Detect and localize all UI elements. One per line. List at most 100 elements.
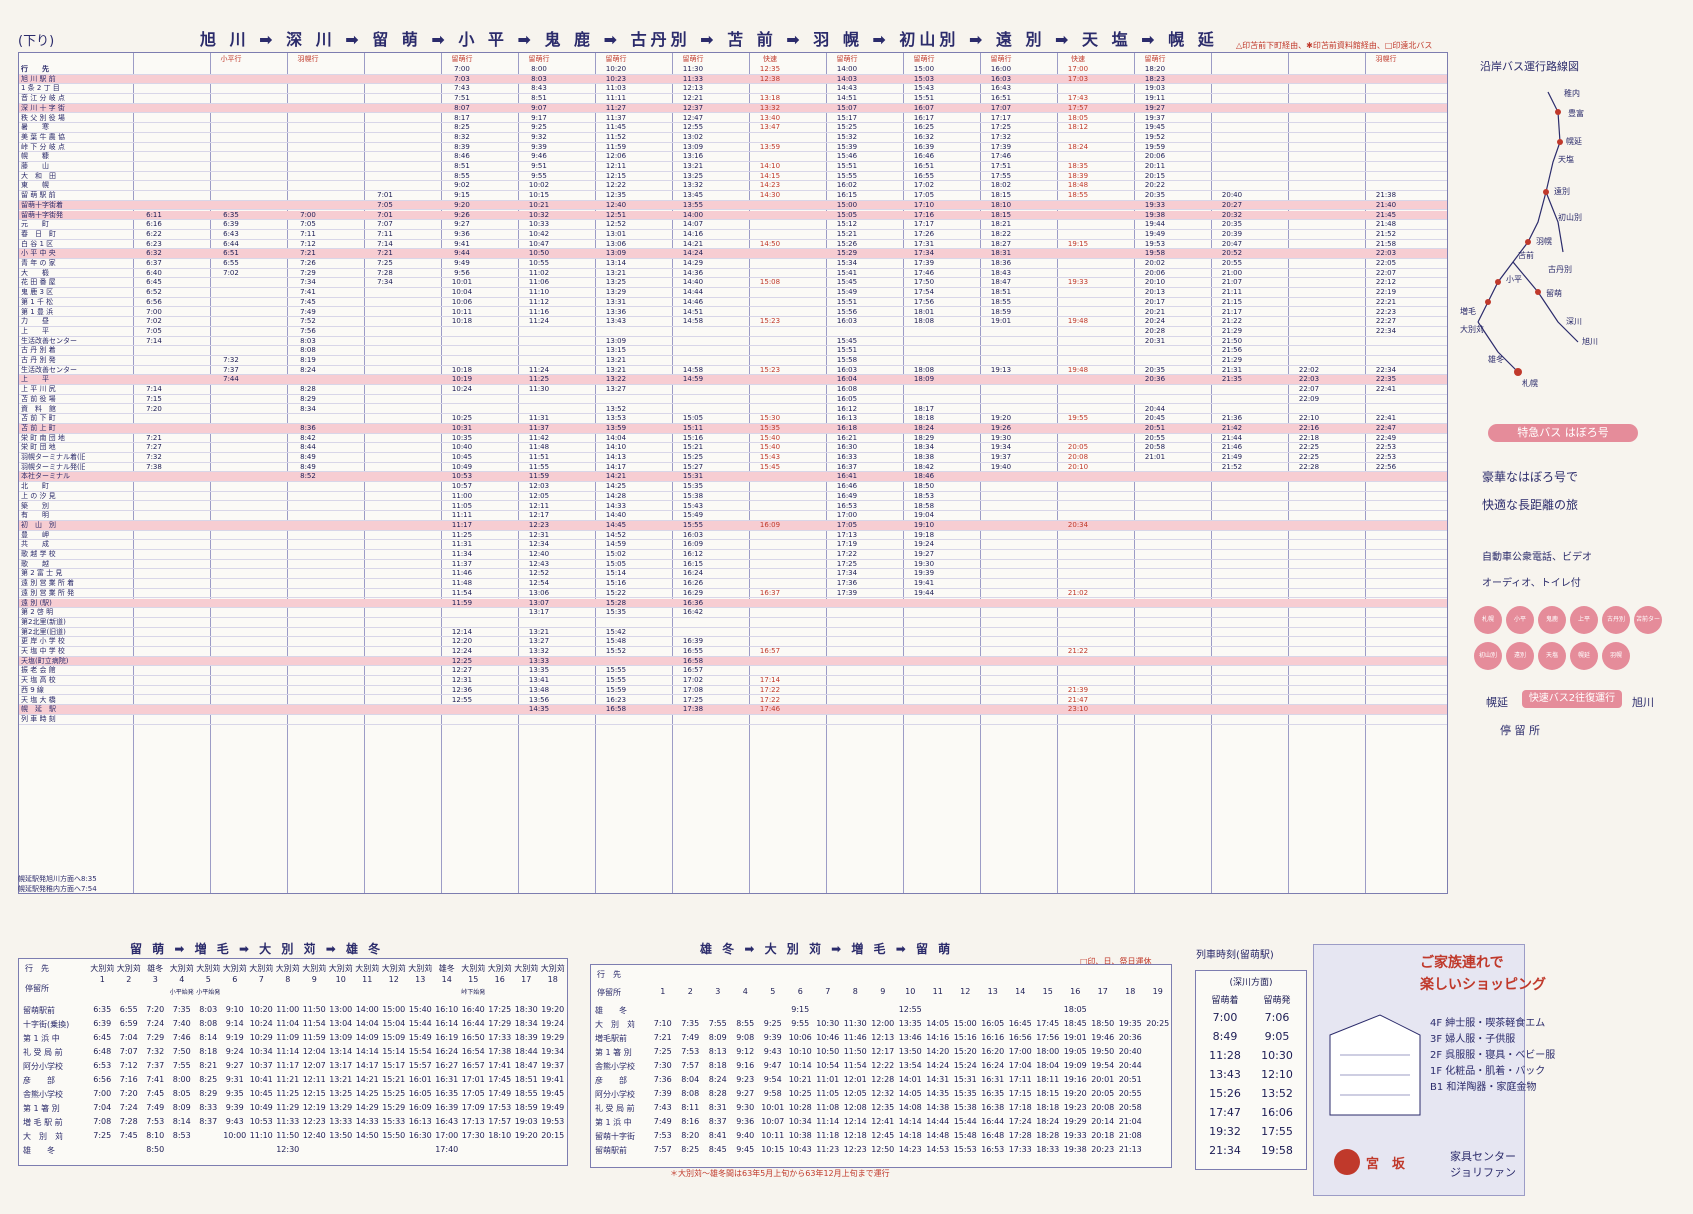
time-cell: 15:14 (605, 569, 627, 578)
bl-time-cell: 9:43 (225, 1117, 244, 1126)
time-cell: 19:38 (1144, 210, 1166, 219)
time-cell: 15:31 (682, 472, 704, 481)
time-cell: 18:53 (913, 491, 935, 500)
time-cell: 9:26 (454, 210, 470, 219)
stop-name: 遠 別 (駅) (21, 598, 52, 607)
time-cell: 20:06 (1144, 152, 1166, 161)
time-cell: 22:34 (1375, 365, 1397, 374)
bm-time-cell: 7:39 (653, 1089, 672, 1098)
time-cell: 16:30 (836, 443, 858, 452)
bl-time-cell: 17:49 (488, 1089, 512, 1098)
bl-time-cell: 13:00 (329, 1005, 353, 1014)
rapid-right: 旭川 (1632, 696, 1654, 709)
bm-time-cell: 18:24 (1036, 1117, 1060, 1126)
bl-time-cell: 7:24 (146, 1019, 165, 1028)
time-cell: 19:48 (1067, 317, 1089, 326)
stop-name: 羽幌ターミナル発(旧駅) (21, 462, 85, 471)
time-cell: 18:01 (913, 307, 935, 316)
bm-time-cell: 20:14 (1091, 1117, 1115, 1126)
time-cell: 18:55 (1067, 191, 1089, 200)
bottom-left-title: 留 萌 ➡ 増 毛 ➡ 大 別 苅 ➡ 雄 冬 (130, 942, 384, 956)
bl-time-cell: 6:48 (93, 1047, 112, 1056)
bl-time-cell: 17:33 (488, 1033, 512, 1042)
bm-stop: 第 1 浜 中 (595, 1118, 632, 1127)
table-row: 古 丹 別 発 7:32 8:19 13:21 15:58 21:29 (19, 356, 1447, 366)
time-cell: 10:40 (451, 443, 473, 452)
time-cell: 18:58 (913, 501, 935, 510)
time-cell: 6:55 (223, 259, 239, 267)
bl-time-cell: 14:25 (355, 1089, 379, 1098)
time-cell: 14:00 (682, 210, 704, 219)
time-cell: 19:10 (913, 520, 935, 529)
bl-time-cell: 8:33 (199, 1103, 218, 1112)
bl-header-nums: 17 (521, 975, 532, 984)
bm-time-cell: 20:40 (1118, 1047, 1142, 1056)
bl-time-cell: 16:01 (408, 1075, 432, 1084)
table-row: 大 和 田 8:55 9:55 12:15 13:25 14:15 15:55 16:55 17… (19, 172, 1447, 182)
bl-time-cell: 8:00 (172, 1075, 191, 1084)
column-dest: 小平行 (220, 55, 242, 63)
bl-time-cell: 12:30 (276, 1145, 300, 1154)
time-cell: 19:52 (1144, 132, 1166, 141)
bl-time-cell: 11:50 (276, 1131, 300, 1140)
bm-stop: 阿分小学校 (595, 1090, 635, 1099)
table-row: 有 明 11:11 12:17 14:40 15:49 17:00 19:04 (19, 511, 1447, 521)
time-cell: 17:16 (913, 210, 935, 219)
map-label-0: 稚内 (1564, 88, 1580, 98)
time-cell: 19:40 (990, 462, 1012, 471)
time-cell: 22:03 (1375, 249, 1397, 258)
time-cell: 6:45 (146, 278, 162, 287)
train-arrive-time: 7:00 (1212, 1011, 1238, 1024)
bl-time-cell: 17:53 (488, 1103, 512, 1112)
stop-name: 列 車 時 刻 (21, 714, 56, 723)
bl-header-nums: 1 (99, 975, 105, 984)
train-depart-time: 19:58 (1261, 1144, 1293, 1157)
time-cell: 12:03 (528, 482, 550, 491)
bm-time-cell: 16:45 (1008, 1019, 1032, 1028)
bm-time-cell: 14:14 (898, 1117, 922, 1126)
time-cell: 14:44 (682, 288, 704, 297)
bm-time-cell: 11:05 (816, 1089, 840, 1098)
time-cell: 15:16 (605, 579, 627, 588)
bm-header-num: 7 (825, 987, 831, 996)
train-footnote-1: 幌延駅発旭川方面へ8:35 (18, 875, 97, 883)
bl-time-cell: 14:14 (355, 1047, 379, 1056)
bm-time-cell: 12:18 (843, 1131, 867, 1140)
time-cell: 8:28 (300, 385, 316, 394)
bm-time-cell: 19:23 (1063, 1103, 1087, 1112)
time-cell: 9:25 (531, 123, 547, 132)
stop-name: 本社ターミナル (21, 472, 70, 481)
bl-time-cell: 16:40 (461, 1005, 485, 1014)
time-cell: 18:12 (1067, 123, 1089, 132)
time-cell: 18:22 (990, 229, 1012, 238)
bl-time-cell: 12:23 (302, 1117, 326, 1126)
bl-time-cell: 17:38 (488, 1047, 512, 1056)
time-cell: 7:07 (377, 220, 393, 229)
time-cell: 11:46 (451, 569, 473, 578)
bm-time-cell: 8:45 (708, 1145, 727, 1154)
bl-time-cell: 8:14 (199, 1033, 218, 1042)
time-cell: 16:55 (913, 171, 935, 180)
express-line-2: 快適な長距離の旅 (1482, 498, 1579, 512)
time-cell: 19:33 (1144, 200, 1166, 209)
table-row: 行 先 7:00 8:00 10:20 11:30 12:35 14:00 15:00 16:0… (19, 65, 1447, 75)
stop-name: 青 年 の 家 (21, 259, 56, 267)
time-cell: 13:21 (682, 162, 704, 170)
time-cell: 12:25 (451, 656, 473, 665)
table-row: 初 山 別 11:17 12:23 14:45 15:55 16:09 17:05 19:10… (19, 520, 1447, 531)
train-col-depart: 留萌発 (1263, 996, 1291, 1006)
time-cell: 22:16 (1298, 423, 1320, 432)
time-cell: 14:52 (605, 530, 627, 539)
time-cell: 21:47 (1067, 695, 1089, 704)
bl-time-cell: 7:24 (119, 1103, 138, 1112)
bm-time-cell: 13:46 (898, 1033, 922, 1042)
time-cell: 11:30 (528, 385, 550, 394)
time-cell: 13:55 (682, 200, 704, 209)
time-cell: 17:14 (759, 676, 781, 685)
table-row: 第2北里(旧道) 12:14 13:21 15:42 (19, 628, 1447, 638)
bl-header-nums: 2 (126, 975, 132, 984)
time-cell: 8:24 (300, 365, 316, 374)
bottom-mid-footnote: ＊大別苅～雄冬間は63年5月上旬から63年12月上旬まで運行 (670, 1169, 890, 1178)
bm-time-cell: 21:04 (1118, 1117, 1142, 1126)
time-cell: 14:23 (759, 181, 781, 190)
